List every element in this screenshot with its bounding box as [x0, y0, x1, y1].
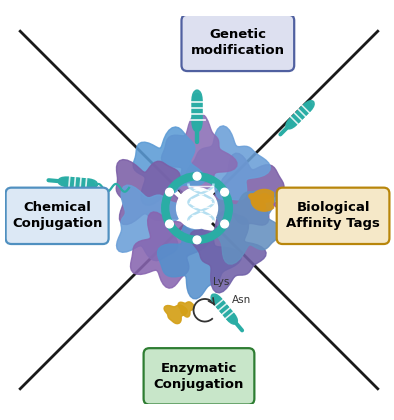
Ellipse shape — [299, 103, 312, 116]
Circle shape — [193, 236, 201, 244]
Circle shape — [193, 172, 201, 180]
Ellipse shape — [217, 301, 229, 315]
Ellipse shape — [77, 179, 94, 188]
Polygon shape — [162, 113, 237, 196]
Polygon shape — [178, 302, 194, 317]
Ellipse shape — [297, 190, 314, 199]
Text: Asn: Asn — [232, 295, 251, 305]
Ellipse shape — [286, 116, 299, 129]
Ellipse shape — [295, 107, 308, 120]
Polygon shape — [249, 194, 272, 210]
Ellipse shape — [192, 97, 202, 115]
Polygon shape — [274, 194, 295, 212]
Ellipse shape — [307, 190, 324, 199]
Ellipse shape — [310, 190, 327, 199]
FancyBboxPatch shape — [143, 348, 255, 404]
Ellipse shape — [68, 178, 85, 187]
Ellipse shape — [313, 190, 330, 199]
Text: Genetic
modification: Genetic modification — [191, 29, 285, 58]
Polygon shape — [186, 126, 270, 200]
Ellipse shape — [303, 190, 321, 199]
Circle shape — [221, 220, 229, 228]
Circle shape — [165, 220, 173, 228]
Polygon shape — [211, 190, 282, 264]
Ellipse shape — [223, 308, 235, 322]
Ellipse shape — [225, 310, 237, 324]
Polygon shape — [116, 160, 186, 225]
Polygon shape — [190, 211, 266, 293]
Text: Lys: Lys — [213, 277, 229, 287]
Text: Biological
Affinity Tags: Biological Affinity Tags — [286, 201, 380, 230]
Ellipse shape — [71, 178, 88, 188]
Ellipse shape — [221, 306, 233, 320]
Ellipse shape — [301, 101, 314, 114]
Ellipse shape — [297, 105, 310, 118]
Ellipse shape — [290, 111, 303, 125]
Ellipse shape — [316, 190, 333, 199]
Ellipse shape — [192, 104, 202, 121]
Ellipse shape — [213, 297, 226, 310]
Text: Enzymatic
Conjugation: Enzymatic Conjugation — [154, 362, 244, 391]
Polygon shape — [158, 222, 242, 299]
Ellipse shape — [80, 179, 97, 189]
Ellipse shape — [288, 114, 301, 127]
Polygon shape — [251, 189, 273, 211]
FancyBboxPatch shape — [6, 188, 109, 244]
FancyBboxPatch shape — [182, 15, 294, 71]
Ellipse shape — [58, 177, 75, 186]
Ellipse shape — [192, 110, 202, 129]
Circle shape — [221, 188, 229, 196]
Polygon shape — [205, 153, 284, 225]
Ellipse shape — [192, 90, 202, 108]
Ellipse shape — [192, 94, 202, 111]
Ellipse shape — [61, 177, 78, 187]
Ellipse shape — [294, 190, 311, 199]
Ellipse shape — [192, 100, 202, 118]
Polygon shape — [117, 185, 183, 261]
Ellipse shape — [192, 114, 202, 132]
Ellipse shape — [64, 178, 82, 187]
Ellipse shape — [292, 109, 305, 122]
Circle shape — [177, 188, 217, 228]
Ellipse shape — [215, 299, 228, 312]
Ellipse shape — [300, 190, 317, 199]
Ellipse shape — [211, 294, 224, 308]
Circle shape — [165, 188, 173, 196]
Ellipse shape — [219, 303, 231, 317]
Polygon shape — [130, 212, 209, 288]
Text: Chemical
Conjugation: Chemical Conjugation — [12, 201, 102, 230]
FancyBboxPatch shape — [277, 188, 389, 244]
Ellipse shape — [192, 107, 202, 125]
Polygon shape — [133, 127, 205, 205]
Polygon shape — [164, 305, 187, 324]
Ellipse shape — [74, 178, 91, 188]
